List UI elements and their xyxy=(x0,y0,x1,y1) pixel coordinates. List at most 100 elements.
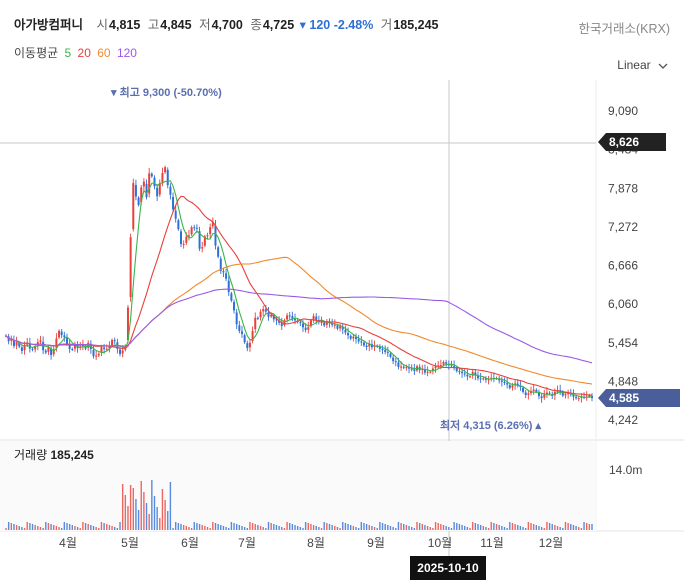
volume-bar xyxy=(583,522,585,530)
volume-bar xyxy=(461,525,463,530)
volume-bar xyxy=(543,528,545,530)
candle-body xyxy=(339,326,342,329)
volume-bar xyxy=(450,528,453,530)
candle-body xyxy=(31,348,34,350)
candle-body xyxy=(540,396,543,399)
candle-body xyxy=(458,371,461,373)
candle-body xyxy=(214,225,217,246)
volume-bar xyxy=(540,527,543,530)
candle-body xyxy=(100,347,103,353)
y-tick-label: 6,666 xyxy=(608,259,638,273)
open-value: 4,815 xyxy=(109,18,141,32)
candle-body xyxy=(243,335,246,343)
y-tick-label: 7,272 xyxy=(608,220,638,234)
volume-bar xyxy=(87,524,89,530)
y-tick-label: 6,060 xyxy=(608,297,638,311)
volume-bar xyxy=(135,499,137,530)
candle-body xyxy=(12,340,15,347)
ma-legend-60: 60 xyxy=(97,46,111,60)
candle-body xyxy=(150,173,153,177)
candle-body xyxy=(445,362,448,364)
candle-body xyxy=(166,169,169,186)
x-tick-label: 9월 xyxy=(367,536,385,550)
candle-body xyxy=(283,320,286,326)
candle-body xyxy=(23,344,26,351)
volume-bar xyxy=(495,524,498,530)
candle-body xyxy=(564,394,567,396)
candle-body xyxy=(567,393,570,395)
candle-body xyxy=(256,317,259,319)
candle-body xyxy=(500,380,503,382)
low-value: 4,700 xyxy=(211,18,243,32)
volume-tick-label: 14.0m xyxy=(609,463,642,477)
volume-bar xyxy=(426,526,429,530)
candle-body xyxy=(561,391,564,396)
volume-bar xyxy=(522,527,524,530)
volume-bar xyxy=(498,525,500,530)
volume-bar xyxy=(275,525,278,530)
volume-bar xyxy=(220,525,222,530)
volume-bar xyxy=(7,522,10,530)
volume-bar xyxy=(100,522,103,530)
volume-bar xyxy=(233,523,235,530)
candle-body xyxy=(81,345,84,347)
volume-bar xyxy=(66,523,68,530)
candle-body xyxy=(413,369,416,372)
volume-bar xyxy=(323,522,325,530)
candle-body xyxy=(522,387,525,393)
volume-bar xyxy=(413,528,416,530)
x-tick-label: 7월 xyxy=(238,536,256,550)
volume-bar xyxy=(437,523,439,530)
candle-body xyxy=(145,183,148,198)
candle-body xyxy=(108,346,111,349)
candle-body xyxy=(309,320,312,327)
volume-bar xyxy=(564,522,567,530)
volume-bar xyxy=(418,523,421,530)
volume-bar xyxy=(440,524,442,530)
volume-bar xyxy=(18,526,20,530)
candle-body xyxy=(511,385,514,388)
volume-bar xyxy=(286,522,288,530)
candle-body xyxy=(365,345,368,348)
candle-body xyxy=(466,374,469,377)
volume-bar xyxy=(42,528,44,530)
candle-body xyxy=(164,167,167,173)
volume-bar xyxy=(331,525,333,530)
candle-body xyxy=(270,314,273,317)
volume-bar xyxy=(381,523,384,530)
volume-bar xyxy=(310,524,312,530)
volume-bar xyxy=(243,527,246,530)
candle-body xyxy=(347,332,350,336)
candle-body xyxy=(527,393,530,395)
volume-bar xyxy=(76,527,79,530)
candle-body xyxy=(47,347,50,352)
volume-bar xyxy=(432,528,434,530)
volume-bar xyxy=(556,526,559,530)
candle-body xyxy=(52,349,55,355)
candle-body xyxy=(158,183,161,195)
volume-bar xyxy=(312,525,315,530)
candle-body xyxy=(344,329,347,333)
volume-bar xyxy=(175,522,177,530)
candle-body xyxy=(514,383,517,386)
candle-body xyxy=(209,227,212,235)
scale-dropdown[interactable]: Linear xyxy=(617,58,668,72)
volume-bar xyxy=(530,523,532,530)
candle-body xyxy=(455,367,458,372)
volume-bar xyxy=(10,523,13,530)
candle-body xyxy=(405,367,408,369)
volume-bar xyxy=(153,496,156,530)
x-tick-label: 10월 xyxy=(428,536,452,550)
candle-body xyxy=(434,366,437,369)
candle-body xyxy=(487,379,490,381)
candle-body xyxy=(63,335,66,338)
candle-body xyxy=(262,309,265,312)
candle-body xyxy=(230,293,233,301)
volume-bar xyxy=(347,524,349,530)
volume-bar xyxy=(121,484,124,530)
volume-bar xyxy=(585,523,588,530)
y-tick-label: 4,242 xyxy=(608,413,638,427)
volume-bar xyxy=(580,528,583,530)
candle-body xyxy=(222,271,225,273)
